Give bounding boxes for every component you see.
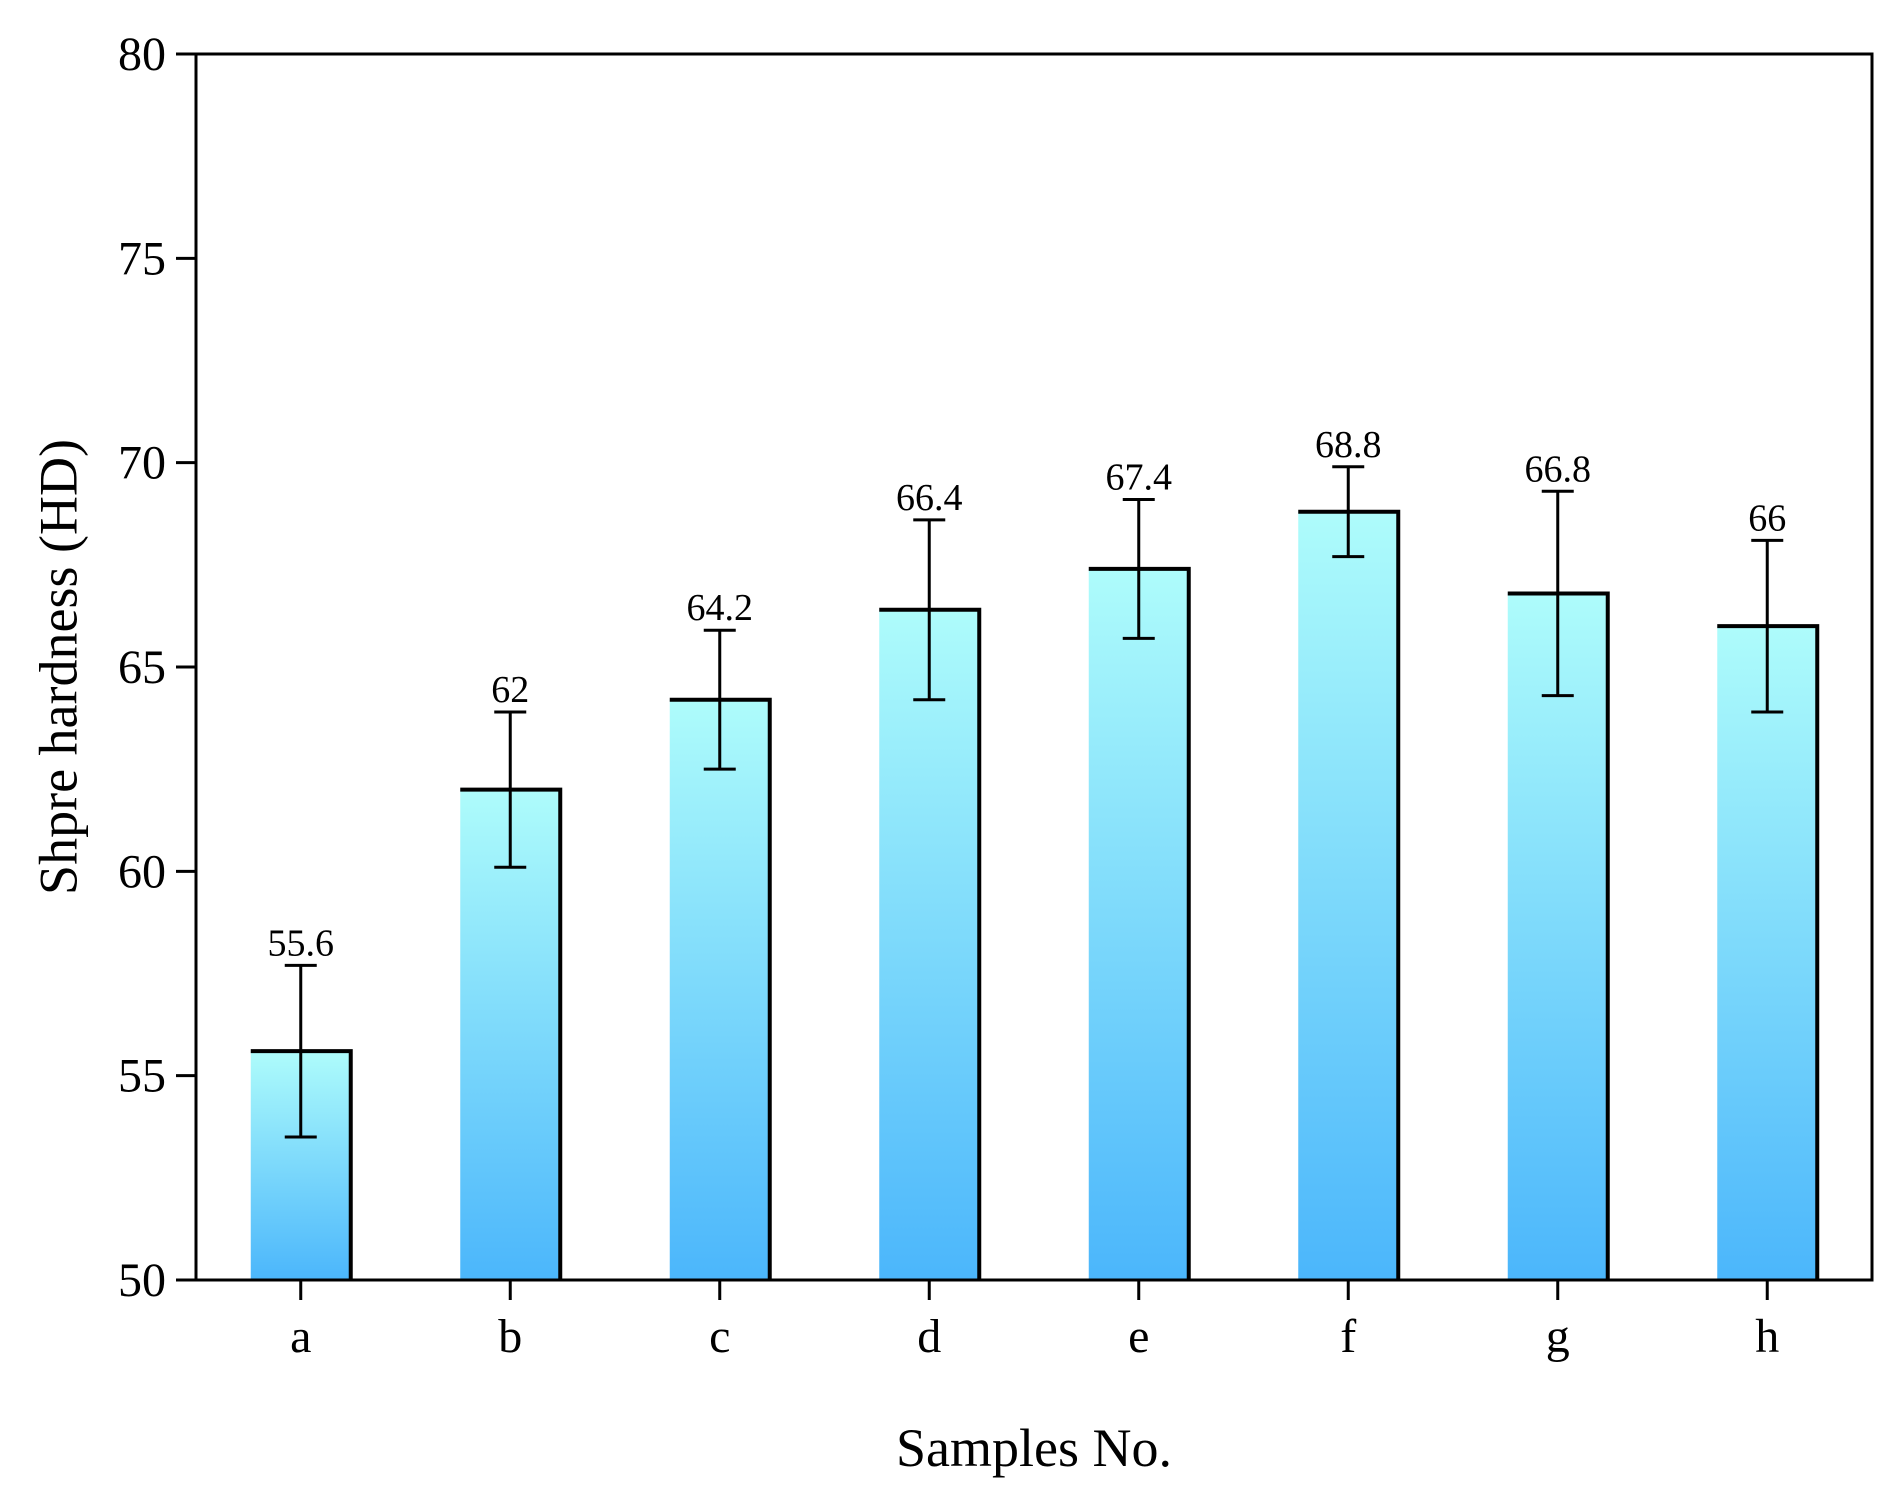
- bar-h: [1717, 626, 1818, 1280]
- bar-edge-h: [1717, 624, 1820, 1280]
- bar-e: [1088, 568, 1189, 1280]
- error-bars-layer: [284, 465, 1784, 1139]
- data-label-a: 55.6: [268, 922, 335, 964]
- data-label-c: 64.2: [687, 587, 754, 629]
- x-axis-title: Samples No.: [896, 1418, 1172, 1478]
- data-label-h: 66: [1748, 497, 1786, 539]
- y-tick-label-60: 60: [118, 845, 166, 898]
- x-tick-label-h: h: [1755, 1310, 1779, 1363]
- error-bar-f: [1332, 465, 1365, 559]
- error-bar-h: [1751, 538, 1784, 714]
- error-bar-d: [913, 518, 946, 702]
- plot-frame: [194, 52, 1874, 1282]
- x-tick-label-b: b: [498, 1310, 522, 1363]
- y-tick-label-70: 70: [118, 437, 166, 490]
- x-tick-label-e: e: [1128, 1310, 1149, 1363]
- x-tick-label-d: d: [917, 1310, 941, 1363]
- y-tick-label-75: 75: [118, 232, 166, 285]
- data-label-g: 66.8: [1525, 448, 1592, 490]
- x-tick-label-f: f: [1340, 1310, 1356, 1363]
- y-tick-label-65: 65: [118, 641, 166, 694]
- y-axis: 50 55 60 65 70 75 80: [118, 28, 196, 1307]
- x-axis: a b c d e f g h: [290, 1280, 1779, 1363]
- bar-edge-b: [460, 787, 563, 1280]
- error-bar-b: [494, 710, 527, 869]
- bar-d: [879, 609, 980, 1280]
- bars-layer: [250, 509, 1820, 1280]
- bar-c: [669, 699, 770, 1280]
- data-label-d: 66.4: [896, 477, 963, 519]
- bar-edge-a: [250, 1049, 353, 1280]
- bar-edge-d: [879, 607, 982, 1280]
- y-axis-title: Shpre hardness (HD): [28, 439, 88, 895]
- error-bar-g: [1541, 489, 1574, 698]
- error-bar-a: [284, 963, 317, 1139]
- error-bar-e: [1122, 497, 1155, 640]
- bar-edge-f: [1298, 509, 1401, 1280]
- error-bar-c: [703, 628, 736, 771]
- bar-edge-e: [1088, 566, 1191, 1280]
- bar-f: [1298, 511, 1399, 1280]
- bar-edge-c: [669, 697, 772, 1280]
- data-label-b: 62: [491, 669, 529, 711]
- y-tick-label-50: 50: [118, 1254, 166, 1307]
- x-tick-label-g: g: [1546, 1310, 1570, 1363]
- bar-b: [460, 789, 561, 1280]
- y-tick-label-80: 80: [118, 28, 166, 81]
- data-label-f: 68.8: [1315, 424, 1382, 466]
- y-tick-label-55: 55: [118, 1050, 166, 1103]
- x-tick-label-c: c: [709, 1310, 730, 1363]
- data-labels-layer: 55.6 62 64.2 66.4 67.4 68.8 66.8 66: [268, 424, 1787, 965]
- bar-g: [1507, 593, 1608, 1280]
- data-label-e: 67.4: [1106, 456, 1173, 498]
- x-tick-label-a: a: [290, 1310, 311, 1363]
- bar-edge-g: [1507, 591, 1610, 1280]
